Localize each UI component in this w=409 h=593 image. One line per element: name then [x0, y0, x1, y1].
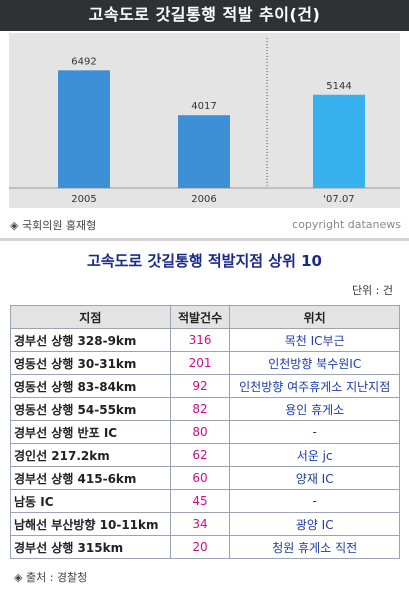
row-count: 62 [169, 443, 231, 467]
row-count: 80 [169, 420, 231, 444]
table-body: 경부선 상행 328-9km 316 목천 IC부근 영동선 상행 30-31km 20… [10, 328, 400, 559]
row-location-name: 영동선 상행 54-55km [10, 397, 171, 421]
copyright-text: copyright datanews [292, 218, 401, 231]
row-position: 인천방향 북수원IC [229, 351, 400, 375]
row-position: 광양 IC [229, 512, 400, 536]
bar-value-label: 5144 [326, 81, 351, 92]
table-row: 경부선 상행 415-6km 60 양재 IC [10, 466, 400, 490]
row-position: 목천 IC부근 [229, 328, 400, 352]
table-row: 남동 IC 45- [10, 489, 400, 513]
bar-1 [178, 115, 230, 188]
source-row: ◈ 국회의원 홍재형 copyright datanews [10, 214, 401, 236]
table-row: 경부선 상행 328-9km 316 목천 IC부근 [10, 328, 400, 352]
table-row: 경부선 상행 반포 IC 80- [10, 420, 400, 444]
x-tick-label: 2006 [191, 194, 216, 205]
header-position: 위치 [229, 305, 400, 329]
row-location-name: 경부선 상행 415-6km [10, 466, 171, 490]
row-location-name: 경인선 217.2km [10, 443, 171, 467]
row-count: 20 [169, 535, 231, 559]
source-credit: ◈ 국회의원 홍재형 [10, 219, 97, 232]
row-count: 45 [169, 489, 231, 513]
bar-2 [313, 94, 365, 188]
row-location-name: 영동선 상행 83-84km [10, 374, 171, 398]
table-row: 남해선 부산방향 10-11km 34 광양 IC [10, 512, 400, 536]
header-count: 적발건수 [169, 305, 231, 329]
footer-source: ◈ 출처 : 경찰청 [14, 571, 88, 584]
row-location-name: 경부선 상행 반포 IC [10, 420, 171, 444]
table-row: 영동선 상행 30-31km 201 인천방향 북수원IC [10, 351, 400, 375]
unit-label: 단위 : 건 [351, 284, 393, 297]
bar-0 [58, 70, 110, 188]
row-count: 92 [169, 374, 231, 398]
header-location-point: 지점 [10, 305, 171, 329]
row-position: 용인 휴게소 [229, 397, 400, 421]
chart-title: 고속도로 갓길통행 적발 추이(건) [0, 0, 409, 31]
row-count: 60 [169, 466, 231, 490]
ranking-table: 지점 적발건수 위치 경부선 상행 328-9km 316 목천 IC부근 영동선 상… [10, 305, 400, 559]
row-position: 인천방향 여주휴게소 지난지점 [229, 374, 400, 398]
table-row: 영동선 상행 54-55km 82 용인 휴게소 [10, 397, 400, 421]
table-row: 영동선 상행 83-84km 92 인천방향 여주휴게소 지난지점 [10, 374, 400, 398]
row-count: 82 [169, 397, 231, 421]
row-location-name: 경부선 상행 328-9km [10, 328, 171, 352]
row-location-name: 남동 IC [10, 489, 171, 513]
table-title: 고속도로 갓길통행 적발지점 상위 10 [87, 252, 322, 270]
row-location-name: 남해선 부산방향 10-11km [10, 512, 171, 536]
table-row: 경인선 217.2km 62 서운 jc [10, 443, 400, 467]
bar-value-label: 6492 [71, 56, 96, 67]
row-position: 청원 휴게소 직전 [229, 535, 400, 559]
row-position: - [229, 420, 400, 444]
row-count: 201 [169, 351, 231, 375]
row-location-name: 경부선 상행 315km [10, 535, 171, 559]
row-position: 양재 IC [229, 466, 400, 490]
bar-value-label: 4017 [191, 101, 216, 112]
section-divider [0, 238, 409, 241]
table-header-row: 지점 적발건수 위치 [10, 305, 400, 329]
row-count: 316 [169, 328, 231, 352]
row-position: - [229, 489, 400, 513]
row-count: 34 [169, 512, 231, 536]
x-tick-label: 2005 [71, 194, 96, 205]
table-row: 경부선 상행 315km 20 청원 휴게소 직전 [10, 535, 400, 559]
row-position: 서운 jc [229, 443, 400, 467]
x-tick-label: '07.07 [323, 194, 354, 205]
bar-chart-panel: 6492 2005 4017 2006 5144 '07.07 [9, 33, 400, 208]
row-location-name: 영동선 상행 30-31km [10, 351, 171, 375]
bar-chart: 6492 2005 4017 2006 5144 '07.07 [9, 38, 400, 205]
